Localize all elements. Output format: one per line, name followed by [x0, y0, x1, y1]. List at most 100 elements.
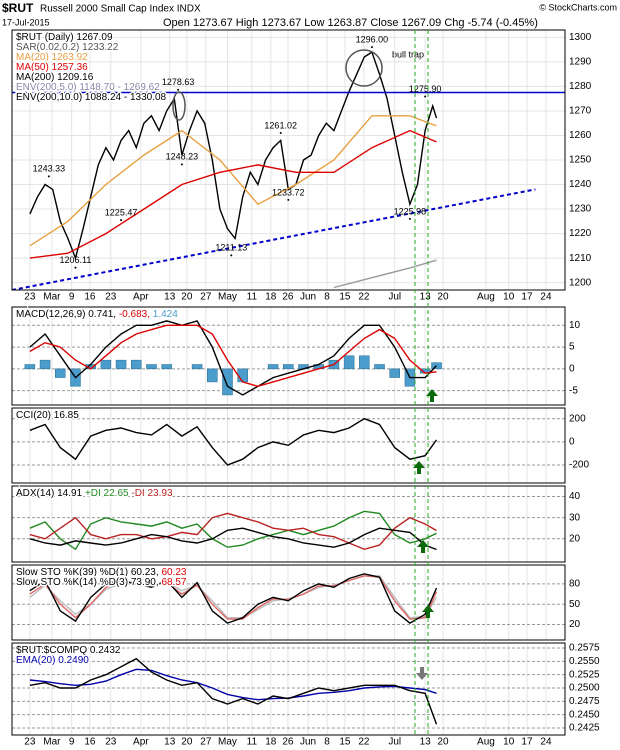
series-line: [29, 512, 437, 551]
note: bull trap: [392, 49, 424, 59]
y-tick-label: 0.2575: [569, 643, 600, 654]
legend-entry: ADX(14) 14.91 +DI 22.65 -DI 23.93: [16, 488, 173, 499]
panel-frame: [11, 642, 566, 736]
x-tick-label: 18: [265, 737, 277, 748]
x-tick-label: 13: [164, 737, 176, 748]
legend-entry: $RUT (Daily) 1267.09: [16, 32, 113, 43]
series-line: [29, 657, 438, 725]
annotation: 1225.98: [394, 206, 427, 216]
y-tick-label: 1270: [569, 106, 592, 117]
x-tick-label: Aug: [477, 737, 495, 748]
annotation: 1206.11: [60, 255, 92, 265]
y-tick-label: 1300: [569, 32, 592, 43]
legend-text: ENV(200,10.0) 1088.24 - 1330.08: [16, 92, 167, 103]
y-tick-label: 1230: [569, 204, 592, 215]
y-tick-label: 1220: [569, 228, 592, 239]
legend-entry: ENV(200,5.0) 1148.70 - 1269.62: [16, 82, 160, 93]
annotation-point: [120, 219, 123, 222]
arrow: [416, 667, 428, 680]
x-tick-label: 27: [200, 292, 212, 303]
y-tick-label: 0: [569, 437, 575, 448]
y-tick-label: 1260: [569, 130, 592, 141]
y-tick-label: 80: [569, 579, 581, 590]
y-tick-label: 0.2450: [569, 709, 600, 720]
annotation: 1233.72: [272, 187, 305, 197]
x-tick-label: 9: [69, 737, 75, 748]
y-tick-label: 50: [569, 599, 581, 610]
panel: 10 5 0 -5 MACD(12,26,9) 0.741, -0.683, 1.424: [11, 306, 581, 406]
series-line: [29, 510, 437, 551]
histogram-bar: [24, 364, 36, 370]
legend-entry: MACD(12,26,9) 0.741, -0.683, 1.424: [16, 309, 178, 320]
histogram-bar: [100, 359, 112, 370]
y-tick-label: 0.2550: [569, 656, 600, 667]
panel: 200 0 -200 CCI(20) 16.85: [11, 407, 589, 484]
histogram-bar: [237, 368, 248, 383]
circle: [345, 49, 383, 87]
y-tick-label: 1210: [569, 253, 592, 264]
legend-entry: $RUT:$COMPQ 0.2432: [16, 645, 121, 656]
date: 17-Jul-2015: [2, 17, 50, 27]
y-tick-label: 20: [569, 533, 581, 544]
series-line: [29, 668, 437, 701]
annotation: 1248.23: [166, 152, 199, 162]
legend-text: $RUT (Daily) 1267.09: [16, 32, 113, 43]
annotation: 1275.90: [409, 84, 442, 94]
legend-text: +DI 22.65: [85, 488, 129, 499]
annotation-point: [230, 254, 233, 257]
x-tick-label: 22: [358, 737, 370, 748]
legend-entry: MA(50) 1257.36: [16, 62, 88, 73]
x-tick-label: 17: [521, 292, 533, 303]
y-tick-label: 1200: [569, 277, 592, 288]
plot-area: [12, 51, 565, 290]
series-line: [29, 129, 437, 259]
y-tick-label: -5: [569, 385, 578, 396]
x-tick-label: 23: [105, 737, 117, 748]
legend-text: Slow STO %K(39) %D(1) 60.23,: [16, 567, 159, 578]
series-line: [333, 259, 437, 289]
symbol: $RUT: [2, 1, 34, 15]
series-line: [29, 324, 437, 388]
y-tick-label: -200: [569, 460, 589, 471]
annotation-point: [424, 95, 427, 98]
panel-frame: [11, 564, 566, 641]
histogram-bar: [161, 364, 172, 370]
histogram-bar: [207, 368, 218, 383]
x-tick-label: 27: [200, 737, 212, 748]
x-tick-label: Apr: [133, 737, 149, 748]
y-tick-label: 30: [569, 512, 581, 523]
series-line: [29, 320, 438, 396]
annotation-point: [370, 46, 373, 49]
plot-area: [29, 657, 438, 725]
arrow: [417, 540, 429, 553]
x-tick-label: 22: [358, 292, 370, 303]
annotation: 1225.47: [105, 208, 138, 218]
y-tick-label: 40: [569, 491, 581, 502]
histogram-bar: [131, 359, 142, 370]
annotation-point: [180, 163, 183, 166]
panel-frame: [11, 306, 566, 406]
x-tick-label: 13: [420, 737, 432, 748]
y-tick-label: 5: [569, 342, 575, 353]
x-tick-label: 8: [324, 292, 330, 303]
legend-entry: Slow STO %K(14) %D(3) 73.90, 68.57: [16, 577, 187, 588]
x-tick-label: Apr: [133, 292, 149, 303]
quote: Open 1273.67 High 1273.67 Low 1263.87 Cl…: [163, 17, 538, 29]
legend-text: ENV(200,5.0) 1148.70 - 1269.62: [16, 82, 160, 93]
x-tick-label: 16: [84, 737, 96, 748]
x-tick-label: 20: [437, 292, 449, 303]
x-tick-label: 23: [105, 292, 117, 303]
circle: [172, 91, 186, 121]
legend-text: 60.23: [161, 567, 186, 578]
x-tick-label: 13: [164, 292, 176, 303]
decorations: [172, 30, 438, 735]
x-tick-label: 15: [339, 737, 351, 748]
histogram-bar: [55, 368, 66, 378]
x-tick-label: Aug: [477, 292, 495, 303]
series-line: [29, 115, 437, 247]
x-tick-label: 24: [540, 292, 552, 303]
histogram-bar: [359, 355, 370, 370]
x-tick-label: 15: [339, 292, 351, 303]
y-tick-label: 0.2475: [569, 696, 600, 707]
